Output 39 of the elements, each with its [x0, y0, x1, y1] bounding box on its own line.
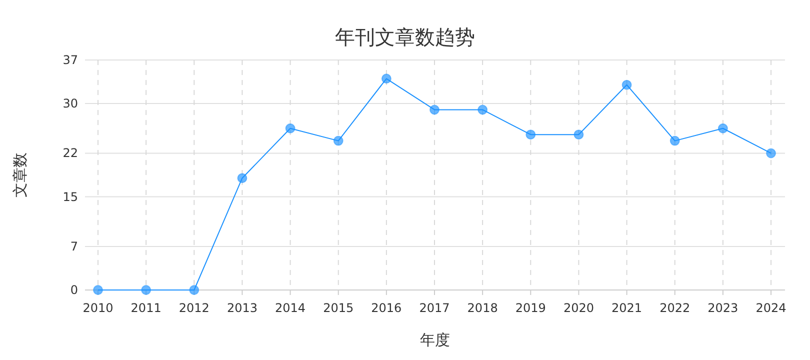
x-tick-label: 2017: [419, 301, 450, 315]
y-axis-title: 文章数: [11, 152, 29, 198]
x-tick-label: 2020: [563, 301, 594, 315]
x-tick-label: 2018: [467, 301, 498, 315]
x-tick-label: 2016: [371, 301, 402, 315]
point: [333, 136, 344, 146]
point: [285, 123, 296, 134]
x-tick-label: 2023: [708, 301, 738, 315]
x-tick-label: 2010: [82, 301, 114, 315]
x-tick-label: 2014: [275, 301, 306, 315]
x-axis-title: 年度: [420, 331, 450, 349]
point: [622, 80, 632, 90]
point: [766, 148, 776, 158]
x-tick-label: 2021: [612, 301, 642, 315]
point: [574, 130, 584, 140]
x-tick-label: 2024: [756, 301, 786, 315]
y-tick-label: 30: [62, 96, 78, 111]
y-tick-label: 22: [62, 146, 78, 160]
point: [718, 123, 728, 134]
point: [93, 285, 103, 295]
point: [141, 285, 152, 295]
point: [670, 136, 680, 146]
x-tick-label: 2012: [178, 301, 210, 315]
x-tick-label: 2022: [660, 301, 690, 315]
point: [478, 104, 488, 115]
point: [237, 173, 248, 184]
point: [381, 74, 392, 84]
y-tick-label: 37: [62, 53, 78, 67]
chart-title: 年刊文章数趋势: [335, 25, 475, 49]
point: [430, 104, 440, 115]
y-tick-label: 0: [70, 283, 78, 297]
x-tick-label: 2011: [130, 301, 162, 315]
x-tick-label: 2013: [226, 301, 258, 315]
x-tick-label: 2015: [323, 301, 354, 315]
y-tick-label: 15: [62, 190, 78, 204]
point: [526, 130, 536, 140]
y-tick-label: 7: [70, 239, 78, 254]
x-tick-label: 2019: [515, 301, 546, 315]
point: [189, 285, 200, 295]
